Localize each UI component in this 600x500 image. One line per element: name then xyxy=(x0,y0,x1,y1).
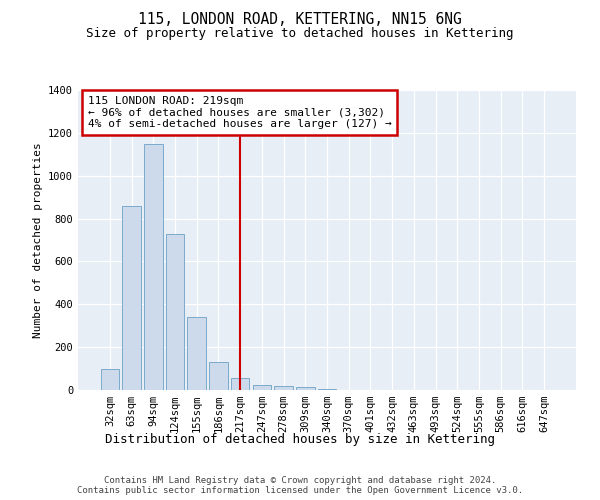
Bar xyxy=(253,384,271,390)
Bar xyxy=(274,386,293,390)
Bar xyxy=(187,317,206,390)
Bar xyxy=(144,144,163,390)
Y-axis label: Number of detached properties: Number of detached properties xyxy=(32,142,43,338)
Text: Size of property relative to detached houses in Kettering: Size of property relative to detached ho… xyxy=(86,28,514,40)
Text: Distribution of detached houses by size in Kettering: Distribution of detached houses by size … xyxy=(105,432,495,446)
Text: 115, LONDON ROAD, KETTERING, NN15 6NG: 115, LONDON ROAD, KETTERING, NN15 6NG xyxy=(138,12,462,28)
Bar xyxy=(296,387,314,390)
Bar xyxy=(231,378,250,390)
Bar xyxy=(318,389,336,390)
Text: Contains HM Land Registry data © Crown copyright and database right 2024.
Contai: Contains HM Land Registry data © Crown c… xyxy=(77,476,523,495)
Text: 115 LONDON ROAD: 219sqm
← 96% of detached houses are smaller (3,302)
4% of semi-: 115 LONDON ROAD: 219sqm ← 96% of detache… xyxy=(88,96,392,129)
Bar xyxy=(209,362,227,390)
Bar xyxy=(166,234,184,390)
Bar xyxy=(122,206,141,390)
Bar xyxy=(101,368,119,390)
